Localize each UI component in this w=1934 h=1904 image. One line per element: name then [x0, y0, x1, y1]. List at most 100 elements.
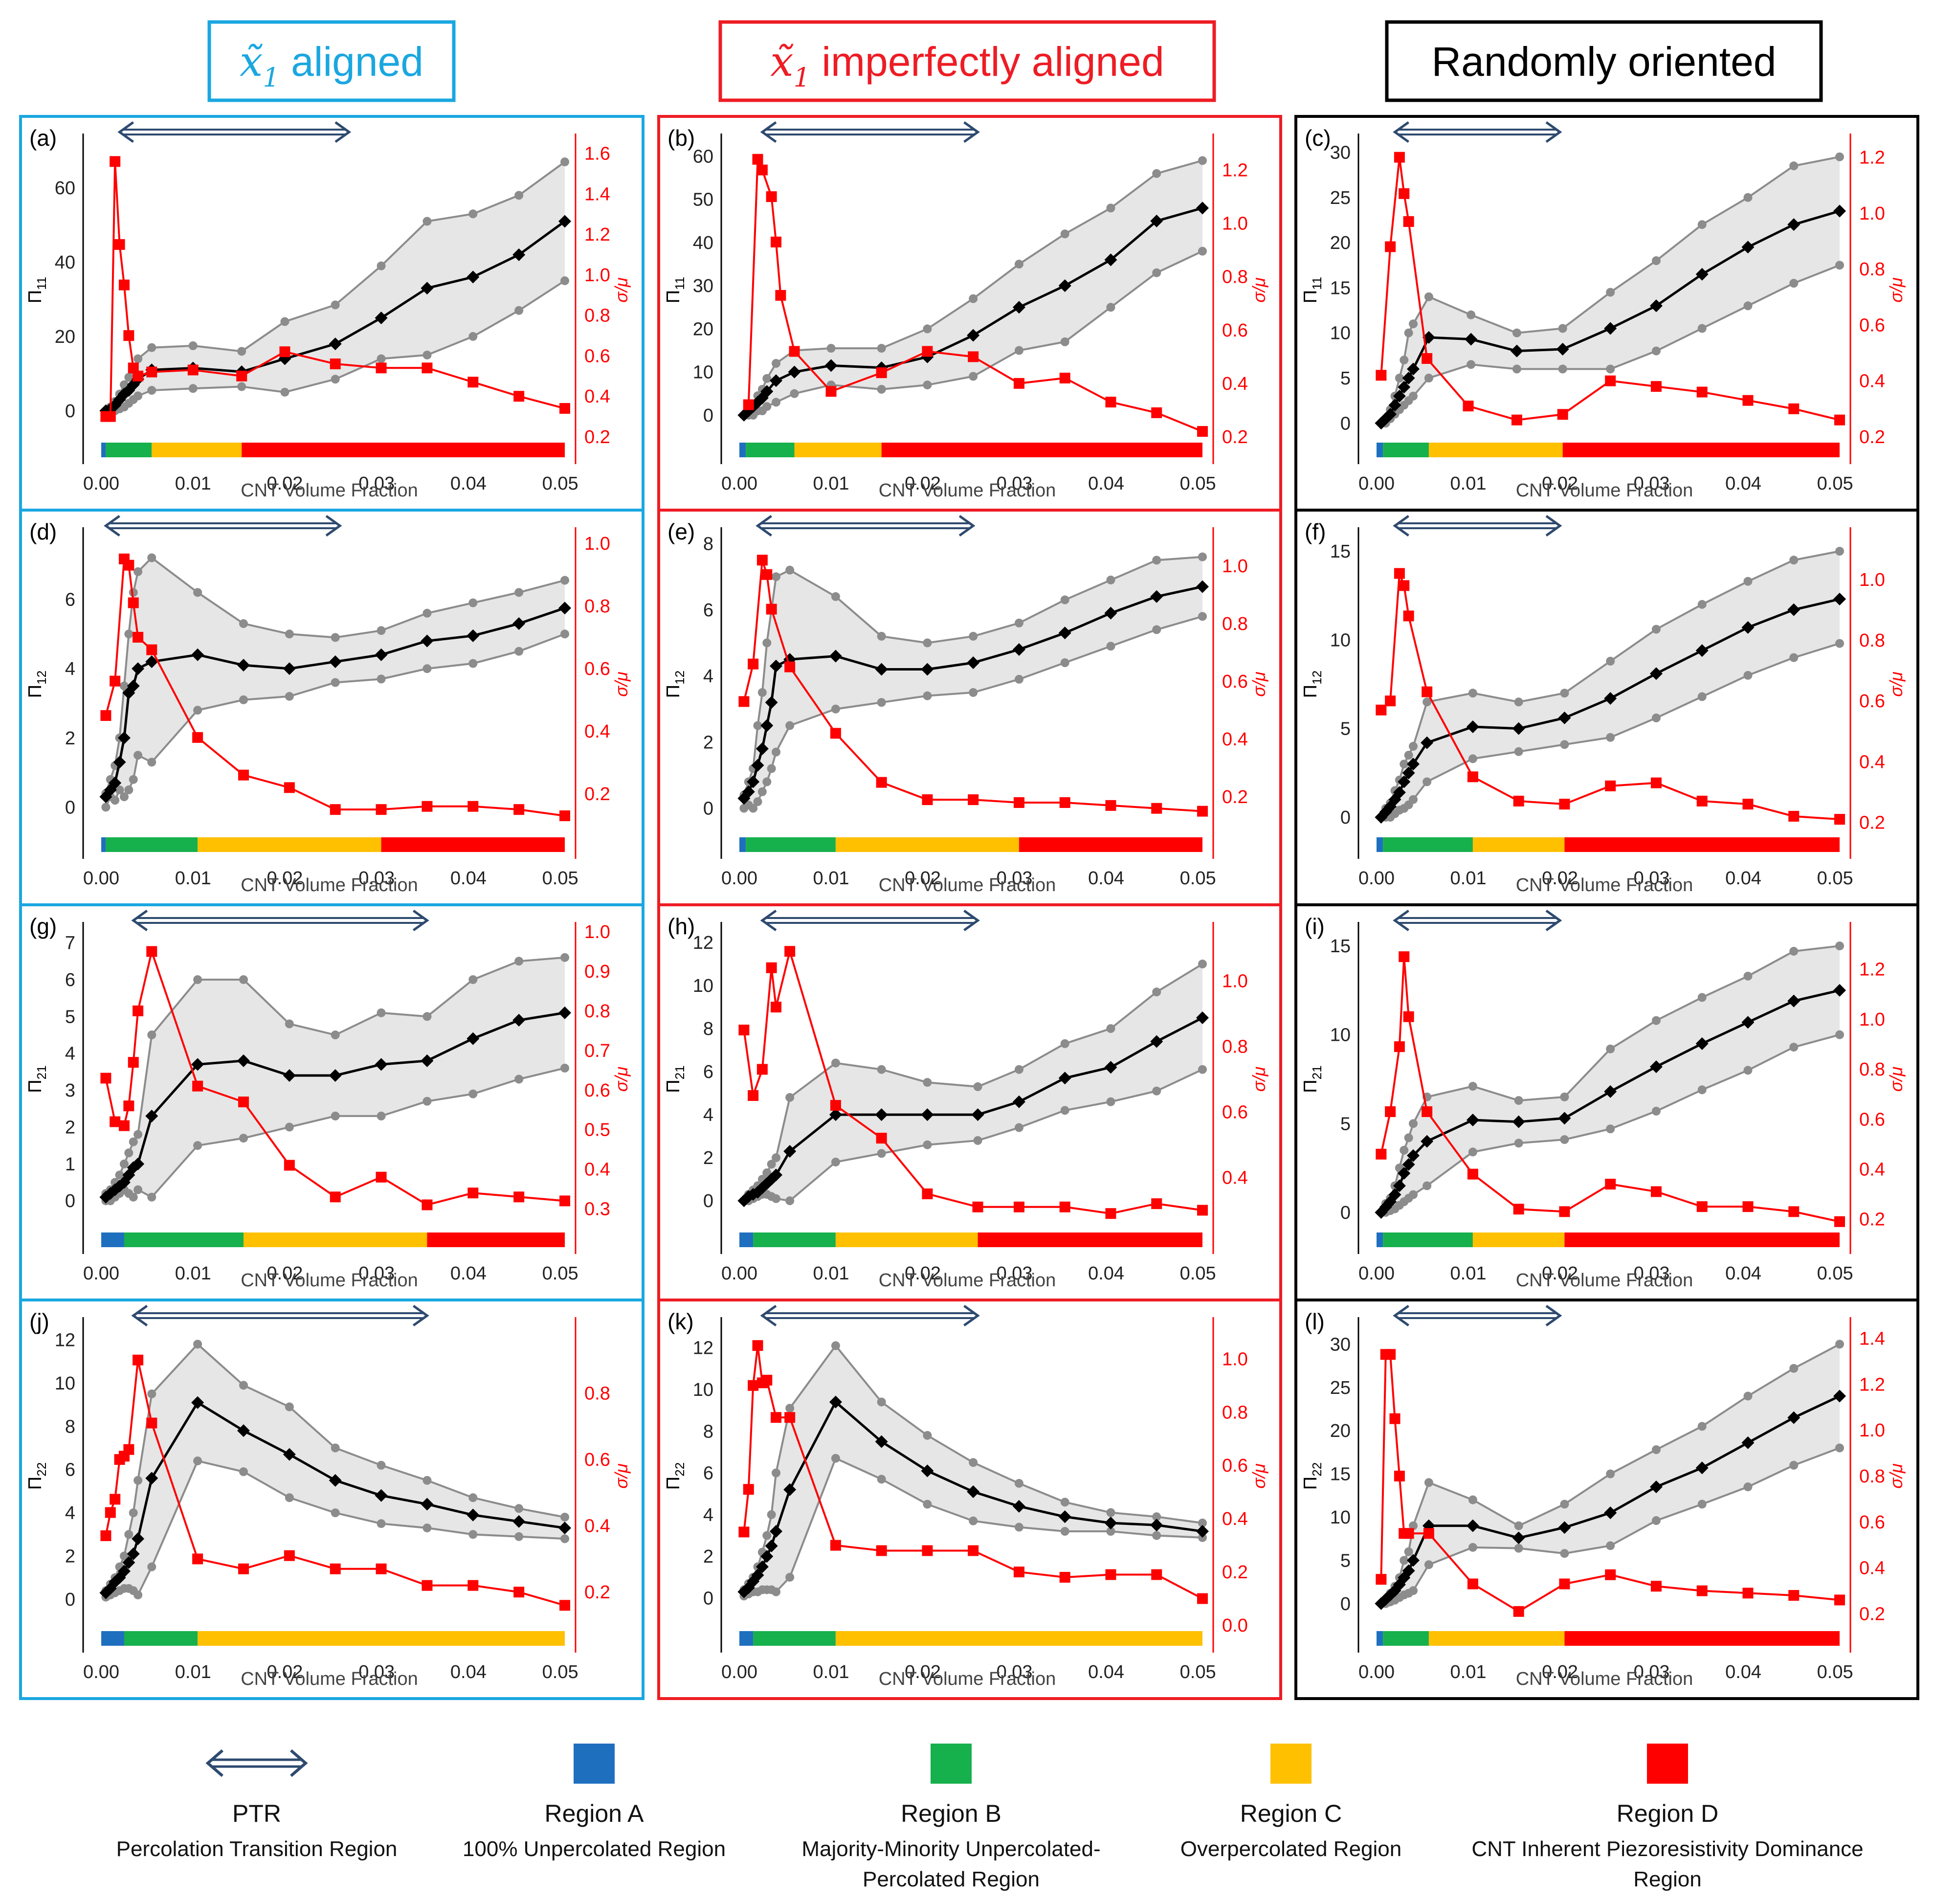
- upper-bound-point: [1198, 1518, 1207, 1527]
- ratio-point: [1394, 568, 1405, 579]
- ratio-point: [1423, 1528, 1434, 1539]
- panel-label: (h): [667, 914, 695, 939]
- lower-bound-point: [377, 1111, 386, 1120]
- y2-tick-label: 0.4: [1222, 729, 1248, 750]
- mean-point: [829, 650, 842, 663]
- x-tick-label: 0.00: [1358, 473, 1395, 494]
- y-tick-label: 10: [1330, 1025, 1351, 1046]
- y-tick-label: 5: [1340, 368, 1351, 389]
- ratio-point: [513, 391, 525, 402]
- y-tick-label: 0: [1340, 1594, 1351, 1614]
- x-tick-label: 0.02: [1542, 473, 1578, 494]
- lower-bound-point: [560, 276, 569, 286]
- x-tick-label: 0.00: [1358, 868, 1395, 889]
- ratio-point: [1742, 1588, 1754, 1599]
- ratio-point: [330, 358, 341, 370]
- x-tick-label: 0.00: [83, 473, 119, 494]
- upper-bound-point: [1400, 1145, 1409, 1155]
- mean-point: [558, 602, 571, 615]
- mean-point: [1104, 253, 1117, 267]
- mean-point: [756, 1560, 769, 1573]
- mean-point: [1422, 331, 1435, 344]
- ratio-point: [830, 728, 841, 739]
- upper-bound-point: [1106, 203, 1115, 213]
- ratio-point: [330, 1191, 341, 1203]
- y-axis-label: Π12: [25, 671, 49, 698]
- ratio-point: [105, 411, 116, 422]
- y-tick-label: 0: [65, 401, 75, 422]
- mean-point: [191, 1396, 204, 1409]
- ratio-point: [1013, 797, 1024, 808]
- panel-label: (a): [29, 125, 57, 151]
- x-tick-label: 0.05: [1817, 1263, 1853, 1284]
- lower-bound-point: [514, 306, 524, 315]
- upper-bound-point: [514, 957, 524, 966]
- mean-point: [283, 1069, 296, 1082]
- upper-bound-point: [514, 1504, 524, 1513]
- y-tick-label: 1: [65, 1154, 75, 1175]
- ratio-point: [513, 1587, 525, 1598]
- upper-bound-line: [105, 556, 565, 794]
- mean-point: [1558, 1521, 1571, 1534]
- y2-tick-label: 0.8: [1222, 1037, 1248, 1057]
- ratio-point: [330, 804, 341, 815]
- region-d-bar: [427, 1232, 565, 1247]
- y-tick-label: 6: [65, 1460, 75, 1480]
- y-tick-label: 30: [693, 276, 713, 296]
- y-tick-label: 5: [1340, 719, 1351, 739]
- ratio-point: [467, 1580, 479, 1591]
- upper-bound-point: [1514, 697, 1523, 707]
- ratio-point: [1151, 1569, 1162, 1580]
- upper-bound-point: [193, 588, 202, 597]
- lower-bound-point: [1014, 1123, 1023, 1132]
- y2-axis-label: σ/μ: [611, 672, 631, 697]
- ptr-arrow-head-left: [1393, 909, 1409, 932]
- confidence-band: [744, 1345, 1202, 1596]
- y-tick-label: 10: [55, 1373, 75, 1394]
- y2-tick-label: 0.6: [1859, 691, 1885, 712]
- ratio-point: [1197, 806, 1208, 817]
- x-tick-label: 0.01: [1450, 473, 1487, 494]
- mean-point: [1388, 1188, 1401, 1201]
- upper-bound-point: [280, 317, 289, 326]
- ptr-arrow-head-left: [760, 1304, 777, 1327]
- confidence-band: [106, 1344, 565, 1597]
- upper-bound-point: [1423, 697, 1432, 707]
- y2-tick-label: 0.4: [1859, 752, 1885, 772]
- lower-bound-point: [468, 1530, 478, 1539]
- mean-point: [971, 1108, 984, 1121]
- upper-bound-point: [877, 344, 886, 353]
- mean-point: [375, 1489, 388, 1502]
- region-a-bar: [739, 837, 746, 852]
- mean-point: [1466, 1519, 1479, 1532]
- legend-swatch-regionB: [931, 1744, 972, 1784]
- upper-bound-point: [1558, 324, 1567, 333]
- y-axis-label-sub: 12: [34, 671, 49, 685]
- y-axis-label-base: Π: [25, 290, 45, 303]
- y-axis-label-base: Π: [1300, 685, 1321, 698]
- x-tick-label: 0.04: [1725, 1263, 1761, 1284]
- mean-point: [1695, 1037, 1709, 1050]
- ratio-point: [743, 1484, 754, 1495]
- upper-bound-point: [468, 598, 478, 607]
- ratio-point: [1403, 216, 1414, 227]
- mean-point: [1104, 1061, 1117, 1074]
- mean-point: [751, 759, 764, 772]
- mean-point: [1388, 399, 1401, 412]
- mean-point: [1150, 214, 1163, 227]
- ratio-point: [771, 1412, 782, 1423]
- legend-ptr-arrow-head: [205, 1749, 223, 1777]
- ratio-point: [748, 658, 759, 670]
- x-tick-label: 0.04: [450, 1662, 487, 1682]
- ptr-arrow-head-right: [412, 1304, 429, 1327]
- x-tick-label: 0.01: [813, 868, 849, 889]
- y2-tick-label: 0.8: [1859, 630, 1885, 651]
- lower-bound-point: [133, 751, 143, 760]
- x-tick-label: 0.01: [175, 1662, 211, 1682]
- lower-bound-point: [1152, 1531, 1161, 1540]
- ratio-point: [830, 1540, 841, 1551]
- y2-tick-label: 1.0: [1859, 203, 1885, 224]
- column-title-rest: imperfectly aligned: [810, 39, 1164, 85]
- mean-point: [1741, 621, 1755, 634]
- upper-bound-point: [468, 1493, 478, 1502]
